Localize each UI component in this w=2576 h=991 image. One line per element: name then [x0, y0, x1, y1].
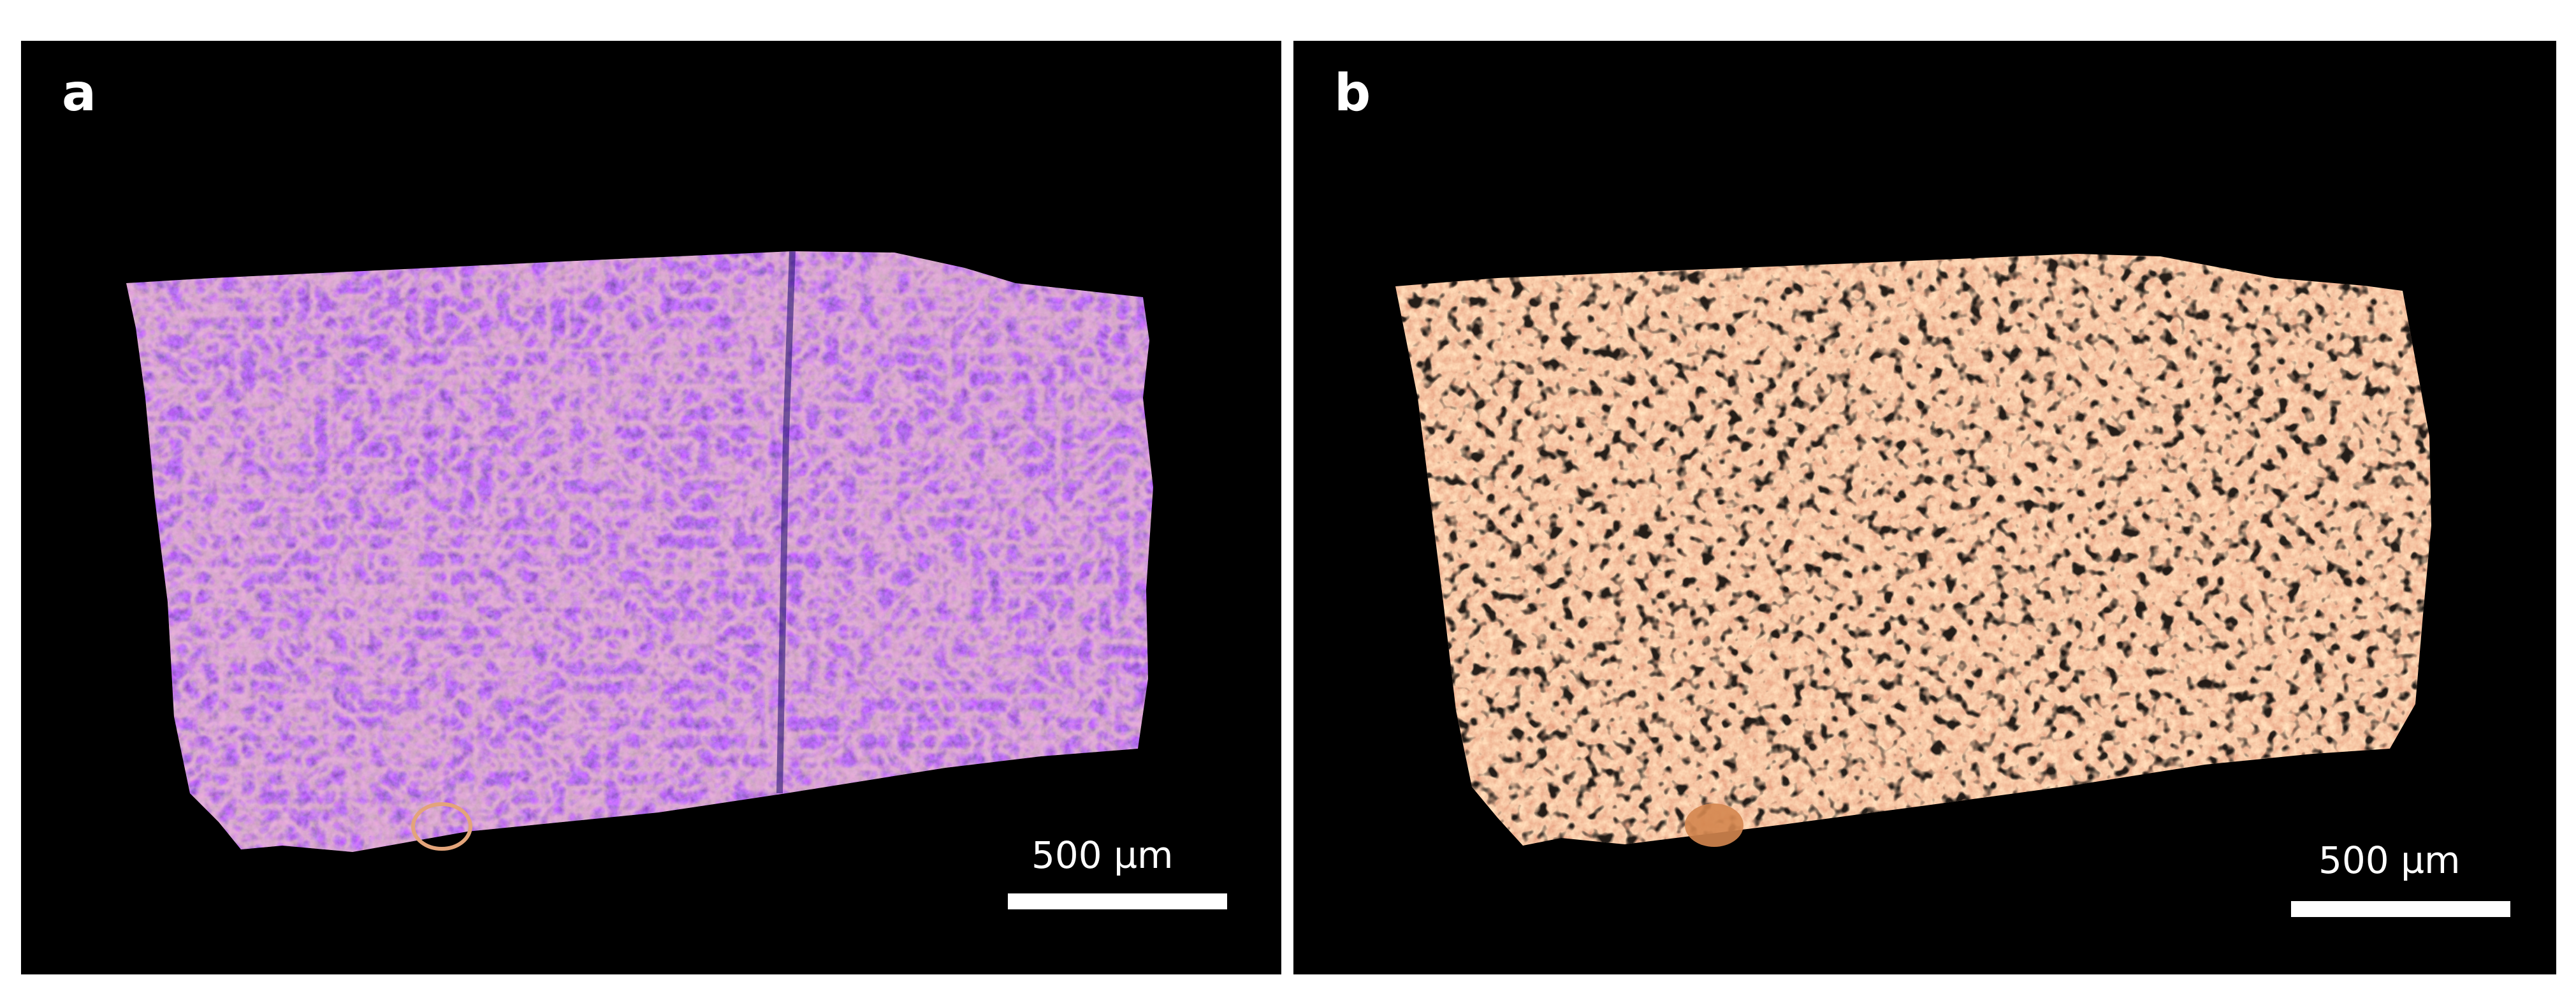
volume-rendering-a: [126, 251, 1153, 852]
panel-a: a 500 µm: [21, 41, 1281, 974]
scale-bar-b: [2291, 901, 2510, 917]
surface-feature: [411, 802, 472, 851]
surface-feature: [1685, 804, 1743, 847]
scale-bar-a: [1008, 893, 1227, 909]
panel-label-b: b: [1334, 63, 1371, 122]
scale-bar-label-b: 500 µm: [2318, 839, 2461, 882]
panel-b: b 500 µm: [1293, 41, 2556, 974]
scale-bar-label-a: 500 µm: [1031, 833, 1174, 877]
volume-rendering-b: [1395, 254, 2431, 847]
panel-label-a: a: [62, 63, 96, 122]
